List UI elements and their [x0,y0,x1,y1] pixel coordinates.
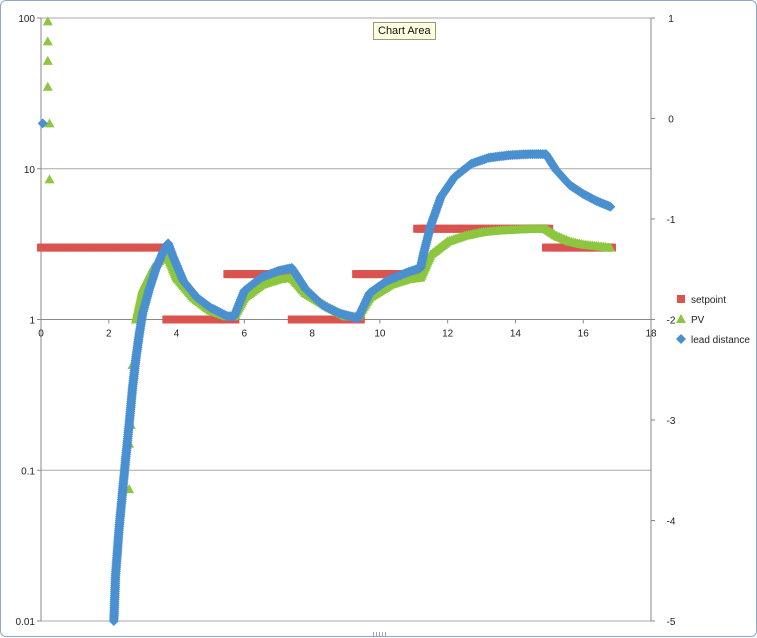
x-axis-ticks: 0 2 4 6 8 10 12 14 16 18 [38,319,657,340]
right-y-tick-label: -5 [667,617,676,628]
pv-marker [42,16,53,26]
x-tick-label: 0 [38,329,44,340]
x-tick-label: 12 [442,329,454,340]
pv-marker [605,242,616,252]
right-y-tick-label: -3 [667,416,676,427]
legend-marker-setpoint [677,295,685,303]
pv-marker [42,36,53,46]
left-y-tick-label: 10 [24,165,36,176]
x-tick-label: 10 [374,329,386,340]
lead-distance-marker [605,201,616,212]
pv-marker [42,55,53,65]
right-y-tick-label: -4 [667,517,676,528]
left-y-tick-label: 0.01 [16,617,36,628]
lead-distance-marker [37,118,48,129]
x-tick-label: 14 [510,329,522,340]
x-tick-label: 16 [578,329,590,340]
left-y-axis-ticks: 0.01 0.1 1 10 100 [16,14,41,628]
resize-grip[interactable] [373,632,387,636]
pv-marker [44,118,55,128]
x-tick-label: 6 [242,329,248,340]
legend-label: setpoint [691,295,726,306]
left-y-tick-label: 1 [29,316,35,327]
legend-marker-lead-distance [676,334,686,344]
pv-marker [44,174,55,184]
x-tick-label: 4 [174,329,180,340]
legend-marker-pv [676,314,686,323]
right-y-tick-label: 1 [668,14,674,25]
series-lead-distance [37,118,616,626]
x-tick-label: 18 [645,329,657,340]
right-y-tick-label: -1 [667,215,676,226]
legend[interactable]: setpoint PV lead distance [676,295,750,346]
left-y-tick-label: 0.1 [21,466,35,477]
right-y-tick-label: -2 [667,316,676,327]
pv-marker [42,81,53,91]
chart-area-tooltip: Chart Area [373,22,436,40]
x-tick-label: 2 [106,329,112,340]
x-tick-label: 8 [309,329,315,340]
right-y-axis-ticks: -5 -4 -3 -2 -1 0 1 [651,14,676,628]
left-y-tick-label: 100 [18,14,35,25]
legend-label: lead distance [691,335,750,346]
right-y-tick-label: 0 [668,115,674,126]
legend-label: PV [691,315,705,326]
